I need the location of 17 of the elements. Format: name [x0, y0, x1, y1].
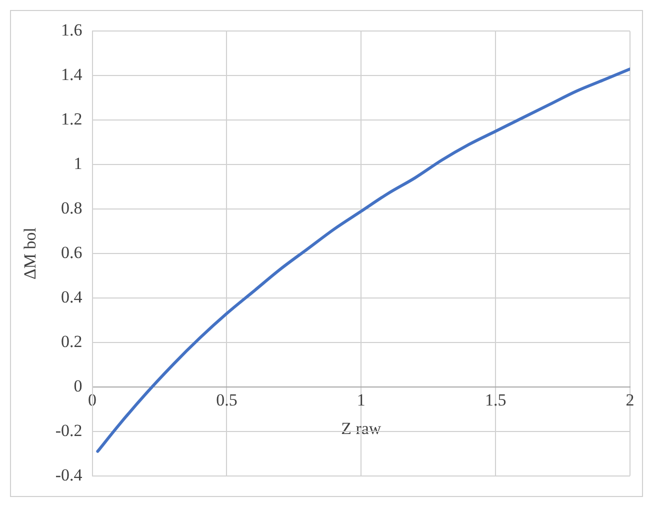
x-tick-label: 1.5 — [484, 390, 506, 410]
y-tick-label: 0 — [74, 376, 82, 396]
y-tick-label: 0.8 — [61, 198, 82, 218]
y-tick-label: -0.2 — [55, 420, 82, 440]
y-tick-label: 1 — [74, 154, 82, 174]
y-axis-title: ΔM bol — [20, 227, 40, 280]
y-tick-label: 0.6 — [61, 242, 82, 262]
y-tick-label: 1.4 — [61, 65, 83, 84]
y-tick-label: 1.2 — [61, 110, 82, 129]
x-tick-label: 2 — [626, 390, 634, 410]
x-tick-label: 1 — [356, 390, 366, 410]
y-tick-label: 1.6 — [61, 20, 82, 40]
x-tick-label: 0.5 — [216, 390, 238, 410]
x-tick-label: 0 — [88, 390, 97, 410]
y-tick-label: 0.2 — [61, 332, 82, 351]
y-tick-label: 0.4 — [61, 287, 83, 306]
y-tick-label: -0.4 — [55, 465, 83, 484]
